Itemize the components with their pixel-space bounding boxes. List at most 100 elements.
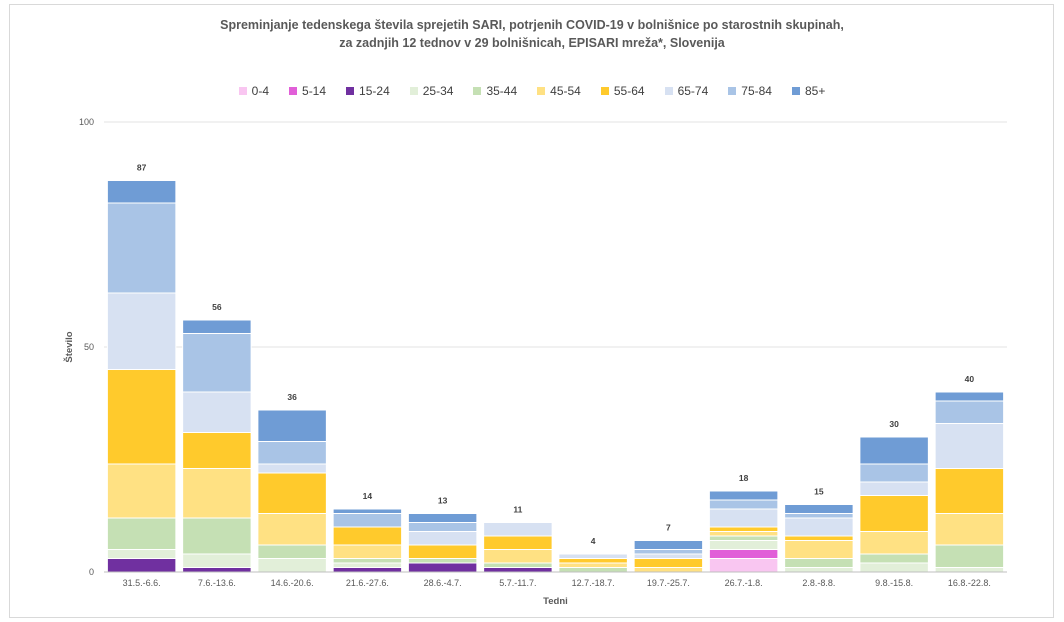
bar-segment [106, 463, 177, 519]
bar-segment [106, 292, 177, 370]
bar-segment [708, 535, 779, 541]
bar-segment [784, 567, 854, 573]
bar-segment [708, 508, 779, 528]
chart-title-line-2: za zadnjih 12 tednov v 29 bolnišnicah, E… [339, 36, 725, 50]
x-tick-label: 26.7.-1.8. [725, 578, 763, 588]
legend-label: 75-84 [741, 84, 772, 98]
bar-segment [859, 553, 929, 564]
legend-item-45-54: 45-54 [537, 84, 581, 98]
bar-segment [182, 553, 252, 568]
bar-segment [182, 333, 252, 393]
bar-segment [332, 526, 403, 546]
legend-item-85+: 85+ [791, 84, 825, 98]
legend-swatch [728, 87, 737, 95]
bar-segment [257, 463, 327, 474]
bar-segment [182, 432, 252, 469]
y-tick-label: 100 [79, 117, 94, 127]
legend-swatch [346, 87, 355, 95]
legend-label: 35-44 [486, 84, 518, 98]
bar-segment [407, 544, 478, 559]
legend-swatch [664, 87, 673, 95]
bar-segment [784, 504, 854, 514]
data-label: 18 [739, 473, 749, 483]
bar-segment [859, 463, 929, 483]
bar-segment [407, 531, 478, 546]
x-tick-label: 7.6.-13.6. [198, 578, 236, 588]
chart-title-line-1: Spreminjanje tedenskega števila sprejeti… [220, 18, 844, 32]
y-tick-label: 50 [84, 342, 94, 352]
legend-swatch [600, 87, 609, 95]
bar-segment [708, 490, 779, 501]
legend-label: 55-64 [613, 84, 645, 98]
bar-segment [182, 391, 252, 433]
data-label: 13 [438, 496, 448, 506]
bar-segment [332, 513, 403, 528]
bar-segment [257, 441, 327, 465]
bar-segment [407, 562, 478, 573]
x-tick-label: 19.7.-25.7. [647, 578, 690, 588]
bar-segment [483, 535, 553, 550]
bar-segment [106, 549, 177, 559]
legend-swatch [473, 87, 482, 95]
bar-segment [859, 562, 929, 573]
legend-item-15-24: 15-24 [346, 84, 390, 98]
x-tick-label: 16.8.-22.8. [948, 578, 991, 588]
bar-segment [558, 562, 628, 568]
data-label: 11 [513, 505, 522, 515]
chart-title: Spreminjanje tedenskega števila sprejeti… [0, 16, 1064, 52]
legend-swatch [289, 87, 298, 95]
x-tick-label: 5.7.-11.7. [499, 578, 536, 588]
bar-segment [483, 522, 553, 537]
bar-segment [182, 319, 252, 334]
bar-segment [633, 567, 704, 573]
data-label: 30 [889, 419, 899, 429]
bar-segment [784, 540, 854, 559]
legend-item-5-14: 5-14 [289, 84, 326, 98]
bar-segment [483, 567, 553, 573]
bar-segment [708, 526, 779, 532]
y-axis-title: Število [63, 331, 75, 362]
legend-item-55-64: 55-64 [600, 84, 645, 98]
bar-segment [633, 549, 704, 555]
data-label: 87 [137, 163, 147, 173]
bar-segment [182, 517, 252, 555]
legend-label: 15-24 [359, 84, 390, 98]
legend-item-35-44: 35-44 [473, 84, 517, 98]
bar-segment [934, 513, 1005, 546]
chart-legend: 0-4 5-14 15-24 25-34 35-44 45-54 55-64 65-74 75-… [0, 84, 1064, 98]
data-label: 7 [666, 523, 671, 533]
bar-segment [257, 513, 327, 546]
bar-segment [106, 180, 177, 204]
legend-swatch [409, 87, 418, 95]
x-tick-label: 2.8.-8.8. [802, 578, 835, 588]
bar-segment [257, 472, 327, 514]
bar-segment [407, 522, 478, 532]
bar-segment [934, 400, 1005, 424]
x-tick-label: 14.6.-20.6. [271, 578, 314, 588]
bar-segment [182, 567, 252, 573]
bar-segment [708, 549, 779, 559]
bar-segment [182, 468, 252, 519]
bar-segment [859, 531, 929, 555]
x-tick-label: 9.8.-15.8. [875, 578, 913, 588]
bar-segment [407, 558, 478, 564]
bar-segment [934, 423, 1005, 469]
x-tick-label: 31.5.-6.6. [123, 578, 161, 588]
bar-segment [558, 558, 628, 564]
bar-segment [708, 499, 779, 510]
legend-item-0-4: 0-4 [238, 84, 269, 98]
y-tick-label: 0 [89, 567, 94, 577]
legend-item-65-74: 65-74 [664, 84, 708, 98]
bar-segment [859, 481, 929, 496]
bar-segment [106, 369, 177, 465]
bar-segment [784, 513, 854, 519]
data-label: 56 [212, 302, 222, 312]
bar-segment [257, 544, 327, 559]
legend-item-25-34: 25-34 [409, 84, 453, 98]
bar-segment [106, 558, 177, 573]
bar-segment [558, 567, 628, 573]
data-label: 14 [363, 491, 373, 501]
x-tick-label: 28.6.-4.7. [424, 578, 462, 588]
legend-label: 5-14 [302, 84, 327, 98]
data-label: 36 [287, 392, 297, 402]
